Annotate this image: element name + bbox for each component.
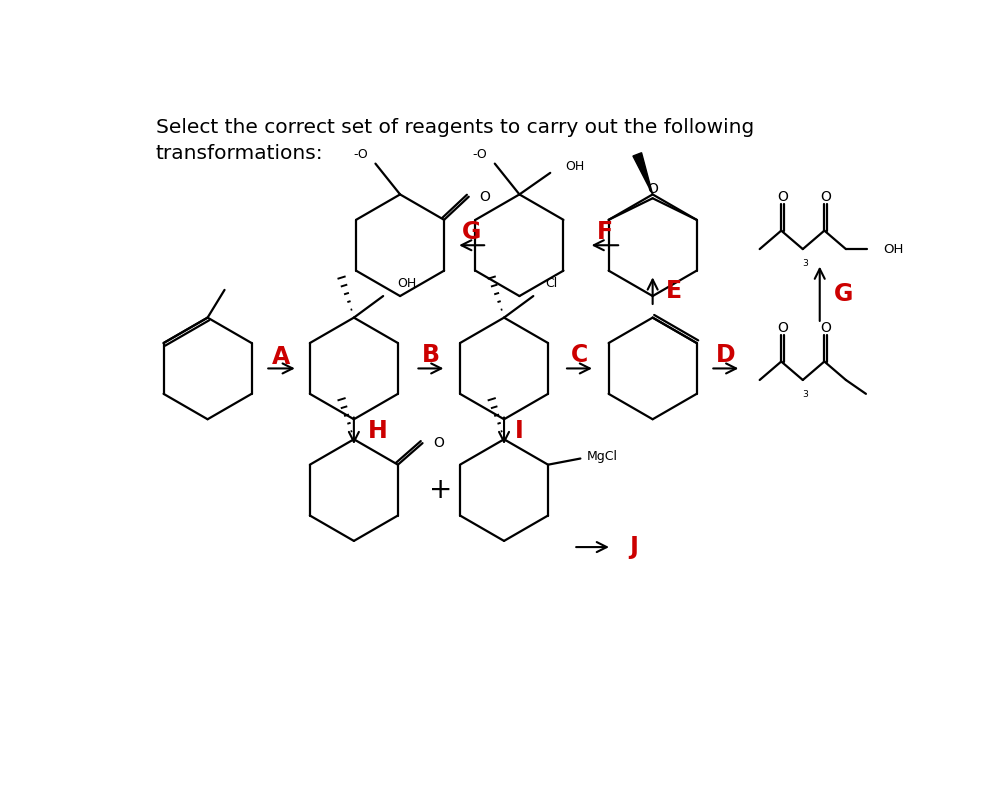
Text: C: C — [571, 343, 588, 367]
Text: O: O — [820, 321, 831, 335]
Text: O: O — [777, 189, 788, 204]
Text: J: J — [629, 535, 637, 559]
Text: O: O — [479, 189, 490, 204]
Text: A: A — [272, 345, 290, 369]
Text: G: G — [834, 281, 853, 306]
Text: $_3$: $_3$ — [802, 387, 809, 400]
Text: $_3$: $_3$ — [802, 256, 809, 270]
Text: I: I — [515, 419, 524, 443]
Text: OH: OH — [883, 243, 904, 255]
Polygon shape — [633, 152, 653, 194]
Text: OH: OH — [397, 277, 416, 290]
Text: H: H — [368, 419, 388, 443]
Text: O: O — [820, 189, 831, 204]
Text: Select the correct set of reagents to carry out the following: Select the correct set of reagents to ca… — [156, 118, 754, 138]
Text: Cl: Cl — [546, 277, 558, 290]
Text: O: O — [647, 182, 658, 196]
Text: transformations:: transformations: — [156, 144, 324, 163]
Text: O: O — [777, 321, 788, 335]
Text: D: D — [716, 343, 736, 367]
Text: E: E — [666, 279, 682, 303]
Text: G: G — [462, 220, 481, 244]
Text: -O: -O — [353, 148, 368, 161]
Text: -O: -O — [472, 148, 487, 161]
Text: B: B — [421, 343, 440, 367]
Text: OH: OH — [566, 160, 584, 173]
Text: F: F — [596, 220, 613, 244]
Text: +: + — [429, 476, 452, 504]
Text: O: O — [433, 436, 444, 450]
Text: MgCl: MgCl — [586, 450, 617, 464]
